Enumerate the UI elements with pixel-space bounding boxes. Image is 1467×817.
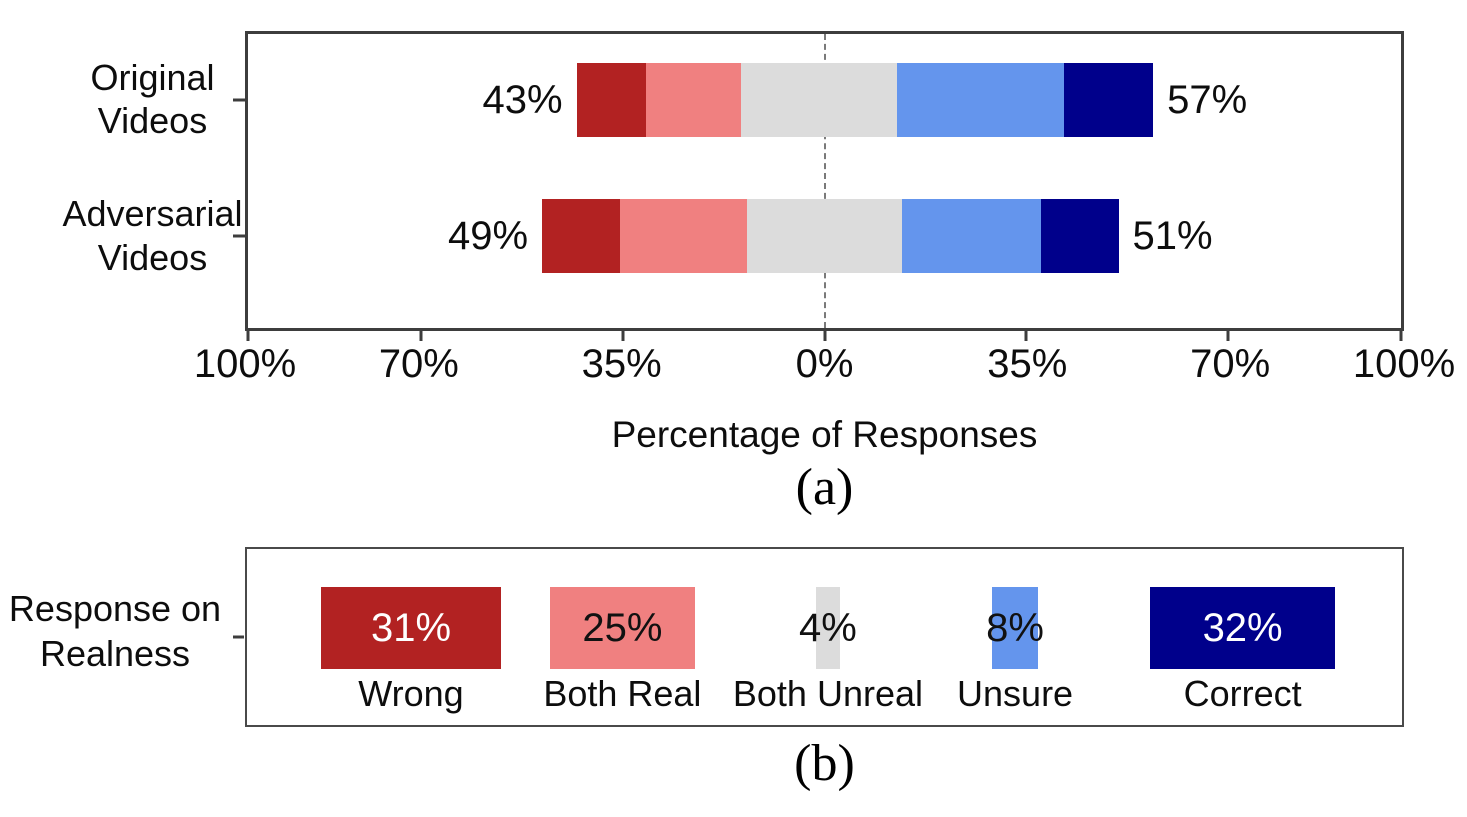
bar-segment-both-real (645, 62, 741, 137)
legend-label-both-real: Both Real (543, 673, 702, 714)
bar-segment-unsure (902, 199, 1041, 274)
legend-value-label: 31% (370, 605, 452, 650)
bar-segment-wrong (576, 62, 646, 137)
row-label-line: Videos (97, 100, 208, 142)
bar-segment-correct (1040, 199, 1119, 274)
legend-swatch-both-unreal: 4% (799, 587, 857, 669)
legend-value-label: 32% (1202, 605, 1283, 650)
left-total-label: 43% (482, 77, 563, 122)
x-axis-tick (823, 331, 826, 341)
legend-axis-label-line2: Realness (39, 633, 191, 674)
row-label-original: Original Videos (0, 56, 305, 144)
x-tick-label: 100% (193, 342, 297, 386)
x-axis-tick-labels: 100% 70% 35% 0% 35% 70% 100% (194, 342, 1455, 392)
x-axis-tick (419, 331, 423, 341)
x-tick-label: 35% (581, 342, 662, 386)
x-tick-label: 35% (987, 342, 1068, 386)
legend-value-label: 8% (986, 605, 1044, 650)
x-axis-tick (621, 331, 625, 341)
x-tick-label: 70% (378, 342, 459, 386)
left-total-label: 49% (447, 214, 529, 259)
legend-swatch-unsure: 8% (986, 587, 1044, 669)
right-total-label: 57% (1167, 77, 1248, 122)
legend-label-unsure: Unsure (957, 673, 1074, 714)
bar-segment-both-real (619, 199, 747, 274)
x-tick-label: 100% (1352, 342, 1456, 386)
legend-axis-label-line1: Response on (8, 588, 222, 629)
legend-label-wrong: Wrong (358, 673, 464, 714)
y-axis-tick (233, 98, 245, 102)
legend-box: 31% Wrong 25% Both Real 4% Both Unreal 8% Unsur… (233, 547, 1404, 727)
legend-value-label: 25% (582, 605, 663, 650)
bar-segment-both-unreal (746, 199, 903, 274)
row-label-line: Original (90, 56, 215, 98)
row-label-adversarial: Adversarial Videos (0, 192, 305, 280)
legend-swatch-both-real: 25% (550, 587, 695, 669)
legend-value-label: 4% (799, 605, 857, 650)
x-tick-label: 0% (795, 342, 854, 386)
zero-dashed-line (823, 34, 826, 328)
bar-row-original-videos: 43% 57% (248, 62, 1401, 137)
bar-segment-wrong (542, 199, 620, 274)
row-label-line: Adversarial (62, 193, 243, 235)
legend-swatch-wrong: 31% (321, 587, 501, 669)
legend-axis-label: Response on Realness (0, 586, 230, 676)
x-axis-label: Percentage of Responses (611, 414, 1038, 455)
x-axis-tick (1024, 331, 1028, 341)
x-axis-tick (1226, 331, 1230, 341)
x-axis-tick (1399, 331, 1403, 341)
x-axis-tick (246, 331, 250, 341)
row-label-line: Videos (97, 237, 208, 279)
y-axis-tick (233, 234, 245, 238)
bar-segment-correct (1063, 62, 1154, 137)
bar-row-adversarial-videos: 49% 51% (248, 199, 1401, 274)
caption-b: (b) (794, 735, 855, 792)
plot-area: 43% 57% 49% 51% (233, 31, 1404, 341)
legend-axis-tick (233, 635, 244, 639)
bar-segment-both-unreal (740, 62, 897, 137)
x-tick-label: 70% (1190, 342, 1271, 386)
caption-a: (a) (795, 459, 854, 516)
legend-label-correct: Correct (1183, 673, 1302, 714)
legend-swatch-correct: 32% (1150, 587, 1335, 669)
legend-label-both-unreal: Both Unreal (732, 673, 924, 714)
bar-segment-unsure (896, 62, 1064, 137)
right-total-label: 51% (1132, 214, 1213, 259)
